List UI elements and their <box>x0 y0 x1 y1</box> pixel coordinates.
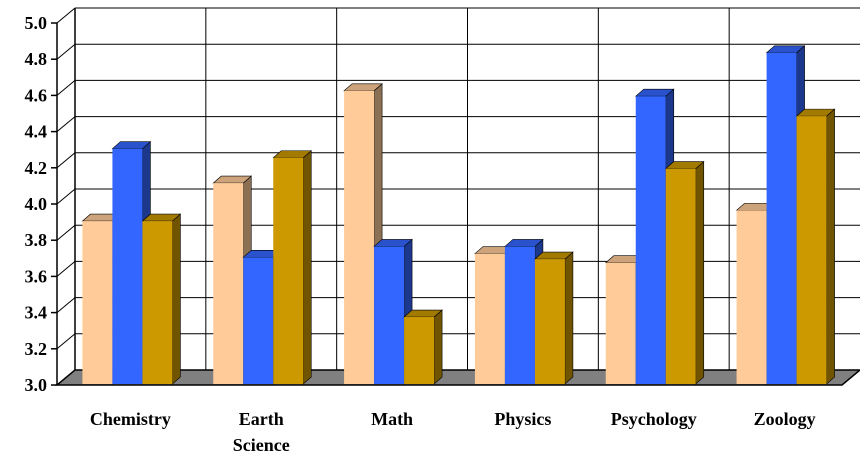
y-tick-label: 4.4 <box>25 122 48 142</box>
gridline-side <box>56 7 76 24</box>
gridline-side <box>56 152 76 169</box>
y-tick-label: 4.2 <box>25 158 48 178</box>
y-tick-label: 4.0 <box>25 194 48 214</box>
bars <box>81 45 836 385</box>
gridline-side <box>56 333 76 350</box>
y-tick-label: 4.8 <box>25 49 48 69</box>
gridline-side <box>56 188 76 205</box>
bar <box>795 108 836 385</box>
gridline-side <box>56 261 76 277</box>
y-tick-label: 5.0 <box>25 13 48 33</box>
bar <box>373 238 413 385</box>
bar <box>212 175 253 385</box>
bar <box>534 251 574 385</box>
bar <box>765 45 806 385</box>
y-tick-label: 4.6 <box>25 85 48 105</box>
gridline-side <box>56 43 76 60</box>
y-tick-label: 3.6 <box>25 266 48 286</box>
bar <box>141 213 182 385</box>
x-tick-label: Chemistry <box>90 409 171 429</box>
gridline-side <box>56 297 76 313</box>
gridline-side <box>56 224 76 241</box>
x-tick-label: Psychology <box>611 409 697 429</box>
x-tick-label: Earth Science <box>233 409 290 455</box>
x-tick-label: Zoology <box>754 409 816 429</box>
bar <box>272 150 313 385</box>
y-axis: 3.0 3.2 3.4 3.6 3.8 4.0 4.2 4.4 4.6 4.8 5.0 <box>25 13 58 395</box>
bar <box>664 160 705 385</box>
y-tick-label: 3.4 <box>25 303 48 323</box>
bar <box>403 309 443 385</box>
x-axis: Chemistry Earth Science Math Physics Psycholo… <box>90 409 816 455</box>
x-tick-label: Physics <box>494 409 551 429</box>
gridline-side <box>56 116 76 132</box>
y-tick-label: 3.0 <box>25 375 48 395</box>
y-tick-label: 3.8 <box>25 230 48 250</box>
grid-lines <box>56 7 860 370</box>
gridline-side <box>56 80 76 96</box>
y-tick-label: 3.2 <box>25 339 48 359</box>
x-tick-label: Math <box>371 409 413 429</box>
